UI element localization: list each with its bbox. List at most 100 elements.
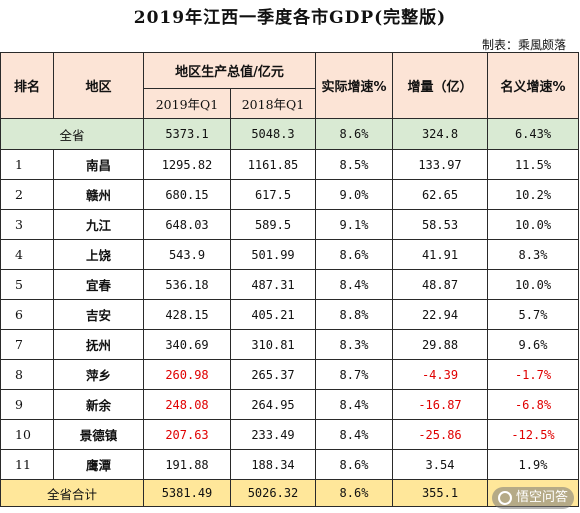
cell-nominal-growth: 9.6%	[487, 329, 579, 360]
province-real-growth: 8.6%	[315, 118, 393, 150]
cell-real-growth: 8.3%	[315, 329, 393, 360]
cell-2019q1: 207.63	[143, 419, 231, 450]
cell-increment: 58.53	[392, 209, 488, 240]
cell-2018q1: 617.5	[230, 179, 316, 210]
table-row: 9 新余 248.08 264.95 8.4% -16.87 -6.8%	[0, 389, 579, 420]
cell-real-growth: 8.4%	[315, 269, 393, 300]
table-author: 制表：乘風颇落	[481, 38, 566, 52]
cell-2018q1: 264.95	[230, 389, 316, 420]
cell-real-growth: 8.5%	[315, 149, 393, 180]
total-row: 全省合计 5381.49 5026.32 8.6% 355.1	[0, 479, 579, 507]
table-row: 5 宜春 536.18 487.31 8.4% 48.87 10.0%	[0, 269, 579, 300]
cell-region: 南昌	[53, 149, 144, 180]
cell-nominal-growth: 10.0%	[487, 269, 579, 300]
cell-2018q1: 589.5	[230, 209, 316, 240]
cell-2019q1: 340.69	[143, 329, 231, 360]
cell-nominal-growth: -1.7%	[487, 359, 579, 390]
watermark-text: 悟空问答	[515, 490, 568, 505]
cell-real-growth: 8.7%	[315, 359, 393, 390]
header-rank: 排名	[0, 52, 54, 119]
table-row: 7 抚州 340.69 310.81 8.3% 29.88 9.6%	[0, 329, 579, 360]
cell-2018q1: 405.21	[230, 299, 316, 330]
cell-rank: 10	[0, 419, 54, 450]
cell-2019q1: 260.98	[143, 359, 231, 390]
total-2019q1: 5381.49	[143, 479, 231, 507]
gdp-table: 排名 地区 地区生产总值/亿元 实际增速% 增量（亿） 名义增速% 2019年Q…	[0, 52, 579, 507]
cell-2019q1: 248.08	[143, 389, 231, 420]
cell-region: 景德镇	[53, 419, 144, 450]
cell-region: 上饶	[53, 239, 144, 270]
cell-rank: 3	[0, 209, 54, 240]
cell-region: 萍乡	[53, 359, 144, 390]
cell-real-growth: 8.8%	[315, 299, 393, 330]
table-title: 2019年江西一季度各市GDP(完整版)	[133, 8, 447, 28]
total-label: 全省合计	[0, 479, 144, 507]
cell-2018q1: 310.81	[230, 329, 316, 360]
cell-rank: 9	[0, 389, 54, 420]
cell-nominal-growth: -12.5%	[487, 419, 579, 450]
header-nominal-growth: 名义增速%	[487, 52, 579, 119]
cell-increment: 48.87	[392, 269, 488, 300]
cell-increment: -16.87	[392, 389, 488, 420]
cell-nominal-growth: 10.0%	[487, 209, 579, 240]
cell-2019q1: 648.03	[143, 209, 231, 240]
province-row: 全省 5373.1 5048.3 8.6% 324.8 6.43%	[0, 118, 579, 150]
table-row: 10 景德镇 207.63 233.49 8.4% -25.86 -12.5%	[0, 419, 579, 450]
table-row: 6 吉安 428.15 405.21 8.8% 22.94 5.7%	[0, 299, 579, 330]
cell-nominal-growth: 10.2%	[487, 179, 579, 210]
cell-increment: 3.54	[392, 449, 488, 480]
cell-2019q1: 191.88	[143, 449, 231, 480]
province-nominal-growth: 6.43%	[487, 118, 579, 150]
cell-increment: 22.94	[392, 299, 488, 330]
cell-rank: 6	[0, 299, 54, 330]
cell-2018q1: 1161.85	[230, 149, 316, 180]
cell-rank: 5	[0, 269, 54, 300]
cell-region: 吉安	[53, 299, 144, 330]
total-2018q1: 5026.32	[230, 479, 316, 507]
cell-nominal-growth: 8.3%	[487, 239, 579, 270]
cell-2019q1: 543.9	[143, 239, 231, 270]
cell-rank: 1	[0, 149, 54, 180]
cell-rank: 8	[0, 359, 54, 390]
table-row: 11 鹰潭 191.88 188.34 8.6% 3.54 1.9%	[0, 449, 579, 480]
cell-rank: 7	[0, 329, 54, 360]
cell-2019q1: 1295.82	[143, 149, 231, 180]
province-2019q1: 5373.1	[143, 118, 231, 150]
table-row: 4 上饶 543.9 501.99 8.6% 41.91 8.3%	[0, 239, 579, 270]
cell-nominal-growth: 5.7%	[487, 299, 579, 330]
cell-nominal-growth: -6.8%	[487, 389, 579, 420]
cell-region: 鹰潭	[53, 449, 144, 480]
cell-nominal-growth: 1.9%	[487, 449, 579, 480]
watermark: 悟空问答	[491, 487, 574, 509]
cell-rank: 4	[0, 239, 54, 270]
cell-nominal-growth: 11.5%	[487, 149, 579, 180]
total-increment: 355.1	[392, 479, 488, 507]
cell-increment: 29.88	[392, 329, 488, 360]
cell-real-growth: 8.6%	[315, 449, 393, 480]
cell-region: 赣州	[53, 179, 144, 210]
cell-real-growth: 8.6%	[315, 239, 393, 270]
cell-increment: -25.86	[392, 419, 488, 450]
header-2019q1: 2019年Q1	[143, 88, 231, 119]
cell-2019q1: 428.15	[143, 299, 231, 330]
cell-increment: -4.39	[392, 359, 488, 390]
table-row: 8 萍乡 260.98 265.37 8.7% -4.39 -1.7%	[0, 359, 579, 390]
cell-2018q1: 487.31	[230, 269, 316, 300]
cell-real-growth: 9.0%	[315, 179, 393, 210]
cell-increment: 41.91	[392, 239, 488, 270]
header-2018q1: 2018年Q1	[230, 88, 316, 119]
header-increment: 增量（亿）	[392, 52, 488, 119]
province-label: 全省	[0, 118, 144, 150]
table-row: 2 赣州 680.15 617.5 9.0% 62.65 10.2%	[0, 179, 579, 210]
cell-region: 九江	[53, 209, 144, 240]
table-row: 1 南昌 1295.82 1161.85 8.5% 133.97 11.5%	[0, 149, 579, 180]
cell-2018q1: 265.37	[230, 359, 316, 390]
province-increment: 324.8	[392, 118, 488, 150]
cell-2019q1: 536.18	[143, 269, 231, 300]
header-region: 地区	[53, 52, 144, 119]
header-real-growth: 实际增速%	[315, 52, 393, 119]
cell-rank: 11	[0, 449, 54, 480]
cell-increment: 133.97	[392, 149, 488, 180]
province-2018q1: 5048.3	[230, 118, 316, 150]
cell-region: 宜春	[53, 269, 144, 300]
